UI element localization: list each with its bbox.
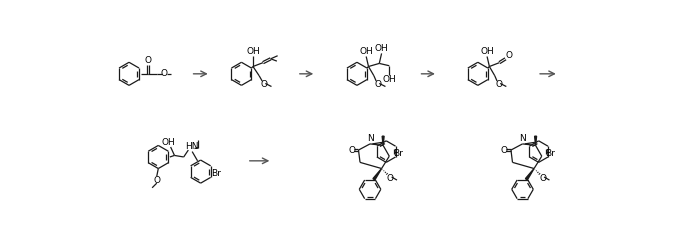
Text: O: O [154, 176, 161, 185]
Text: O: O [161, 69, 168, 78]
Text: N: N [366, 134, 373, 143]
Text: O: O [495, 80, 502, 89]
Text: Br: Br [393, 149, 403, 158]
Polygon shape [526, 169, 534, 180]
Text: O: O [144, 56, 151, 65]
Polygon shape [535, 136, 537, 145]
Text: OH: OH [480, 47, 494, 56]
Text: O: O [374, 80, 381, 89]
Text: O: O [539, 174, 546, 183]
Text: O: O [260, 80, 267, 89]
Text: OH: OH [383, 75, 396, 84]
Text: OH: OH [359, 47, 373, 56]
Text: OH: OH [375, 44, 389, 53]
Polygon shape [383, 136, 384, 145]
Text: Br: Br [545, 149, 555, 158]
Text: O: O [500, 146, 507, 155]
Text: O: O [348, 146, 355, 155]
Text: OH: OH [161, 138, 175, 147]
Text: HN: HN [186, 142, 199, 151]
Text: N: N [519, 134, 526, 143]
Text: OH: OH [246, 47, 260, 56]
Text: O: O [387, 174, 394, 183]
Text: O: O [505, 51, 512, 60]
Text: Br: Br [211, 169, 221, 178]
Polygon shape [373, 169, 382, 180]
